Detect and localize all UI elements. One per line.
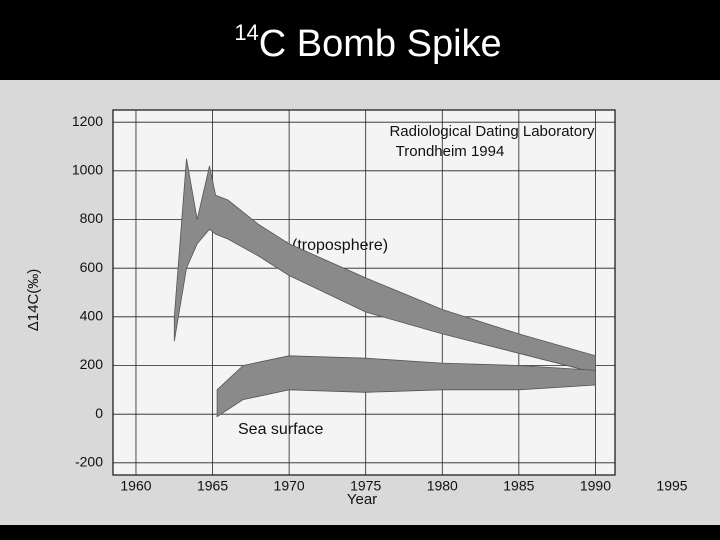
y-tick-label: 0: [95, 405, 103, 421]
y-tick-label: -200: [75, 454, 103, 470]
band-area: [216, 355, 596, 418]
annotation: Radiological Dating Laboratory: [389, 123, 595, 140]
x-axis-label: Year: [347, 491, 377, 508]
y-tick-label: 800: [80, 210, 104, 226]
x-tick-label: 1965: [197, 478, 228, 494]
y-tick-label: 1200: [72, 113, 103, 129]
x-tick-label: 1985: [503, 478, 534, 494]
title-main: C Bomb Spike: [259, 23, 502, 65]
y-tick-label: 600: [80, 259, 104, 275]
annotation: Sea surface: [238, 421, 323, 438]
x-tick-label: 1970: [274, 478, 305, 494]
chart-title: 14C Bomb Spike: [234, 20, 501, 65]
y-tick-label: 1000: [72, 162, 103, 178]
title-superscript: 14: [234, 20, 258, 45]
x-tick-label: 1960: [120, 478, 151, 494]
x-tick-label: 1995: [656, 478, 687, 494]
x-tick-label: 1975: [350, 478, 381, 494]
y-tick-label: 400: [80, 308, 104, 324]
x-tick-label: 1990: [580, 478, 611, 494]
annotation: Trondheim 1994: [396, 143, 505, 160]
y-tick-label: 200: [80, 356, 104, 372]
x-tick-label: 1980: [427, 478, 458, 494]
y-axis-label: Δ14C(‰): [25, 269, 42, 332]
